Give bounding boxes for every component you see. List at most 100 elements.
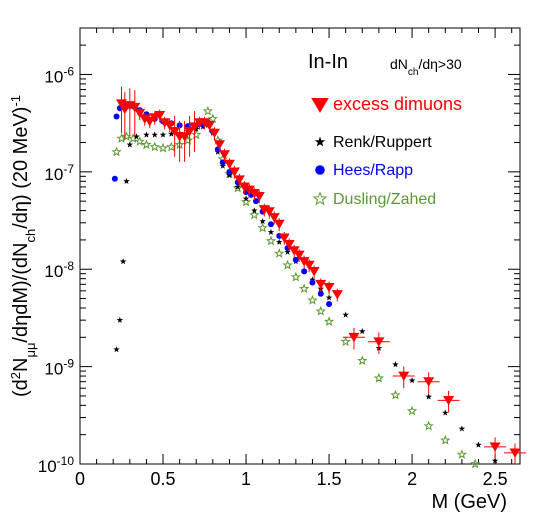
data-point: [111, 146, 122, 157]
legend-marker: [311, 97, 329, 113]
data-point: [443, 395, 455, 406]
x-tick-label: 1: [241, 469, 251, 489]
plot-frame: [79, 27, 521, 465]
data-point: [309, 276, 316, 283]
data-point: [113, 113, 120, 120]
data-point: [303, 260, 315, 271]
data-point: [470, 458, 481, 469]
legend-label: excess dimuons: [333, 94, 462, 114]
data-point: [425, 393, 432, 400]
data-point: [113, 346, 120, 353]
data-point: [134, 108, 146, 119]
data-point: [406, 405, 418, 416]
data-point: [249, 209, 260, 220]
data-point: [189, 122, 201, 132]
data-point: [202, 105, 213, 116]
data-point: [226, 171, 233, 179]
data-point: [213, 140, 225, 150]
series-renk-ruppert: [113, 121, 499, 464]
data-point: [144, 116, 156, 127]
data-point: [267, 221, 274, 228]
data-point: [440, 434, 451, 445]
y-tick-label: 10-8: [44, 259, 74, 281]
data-point: [276, 238, 283, 245]
x-tick-label: 0.5: [151, 469, 176, 489]
data-point: [278, 233, 290, 243]
data-point: [475, 441, 482, 448]
data-point: [373, 372, 385, 383]
legend-item: Renk/Ruppert: [314, 134, 432, 151]
data-point: [331, 290, 343, 300]
multiplicity-cut-label: dNch/dη>30: [390, 56, 462, 78]
data-point: [207, 113, 218, 124]
data-point: [265, 235, 277, 246]
y-tick-label: 10-7: [44, 162, 74, 184]
legend-item: Hees/Rapp: [315, 162, 413, 179]
data-point: [282, 259, 293, 270]
data-point: [274, 248, 285, 258]
y-axis: 10-10 10-9 10-8 10-7 10-6: [38, 27, 520, 476]
data-point: [342, 311, 349, 318]
data-point: [251, 207, 258, 214]
y-tick-label: 10-9: [44, 357, 74, 379]
x-axis-label: M (GeV): [431, 491, 507, 513]
data-point: [273, 219, 285, 230]
data-point: [159, 131, 167, 138]
data-point: [119, 104, 131, 115]
data-point: [325, 294, 333, 301]
data-point: [179, 132, 191, 142]
x-tick-label: 2: [407, 469, 417, 489]
data-point: [149, 141, 160, 152]
data-point: [184, 127, 196, 137]
data-point: [317, 290, 324, 297]
data-point: [284, 248, 291, 255]
data-point: [290, 271, 301, 282]
legend-label: Hees/Rapp: [333, 162, 413, 179]
data-point: [268, 213, 280, 223]
data-point: [257, 222, 268, 233]
data-point: [111, 175, 118, 182]
x-tick-label: 0: [75, 469, 85, 489]
legend-item: excess dimuons: [311, 94, 462, 114]
data-point: [292, 256, 299, 263]
data-point: [191, 129, 202, 140]
data-point: [340, 336, 351, 347]
y-axis-label: (d2Nμμ/dηdM)/(dNch/dη) (20 MeV)-1: [8, 95, 38, 397]
data-point: [242, 195, 250, 202]
data-point: [119, 258, 127, 265]
legend-item: Dusling/Zahed: [312, 191, 436, 208]
x-tick-label: 1.5: [317, 469, 342, 489]
data-point: [208, 128, 220, 139]
data-point: [223, 159, 235, 170]
data-point: [423, 377, 435, 387]
legend: excess dimuons Renk/Ruppert Hees/Rapp Dusli…: [311, 94, 462, 208]
data-point: [129, 102, 141, 113]
data-point: [299, 283, 310, 294]
data-point: [315, 279, 327, 290]
data-point: [491, 457, 499, 464]
data-point: [489, 442, 501, 452]
data-point: [373, 337, 385, 347]
data-point: [133, 133, 140, 140]
data-point: [308, 267, 320, 277]
data-point: [121, 131, 132, 141]
data-point: [326, 300, 333, 307]
data-point: [169, 127, 181, 137]
data-point: [159, 118, 171, 128]
data-point: [263, 207, 275, 217]
data-point: [199, 118, 211, 128]
data-point: [390, 389, 401, 400]
data-point: [315, 305, 326, 316]
data-point: [456, 449, 468, 459]
data-point: [323, 316, 335, 326]
legend-marker: [312, 191, 328, 206]
x-tick-label: 2.5: [483, 469, 508, 489]
data-point: [166, 141, 177, 152]
data-point: [301, 268, 308, 275]
data-point: [240, 196, 252, 207]
data-point: [134, 136, 145, 146]
data-point: [392, 361, 399, 368]
data-point: [154, 110, 166, 121]
data-point: [248, 189, 260, 199]
legend-label: Renk/Ruppert: [333, 134, 432, 151]
